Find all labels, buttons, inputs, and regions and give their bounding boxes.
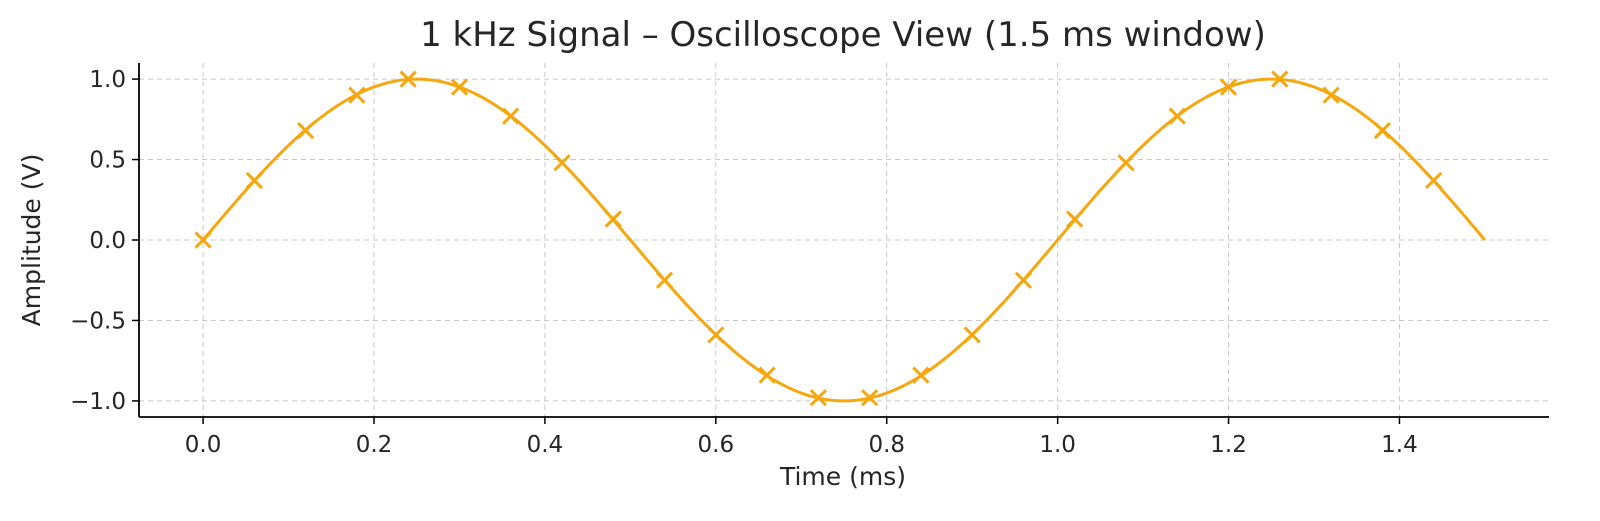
sample-marker-stroke <box>1168 107 1186 125</box>
sample-marker-stroke <box>604 210 622 228</box>
y-tick-label: −1.0 <box>70 389 126 415</box>
sample-marker-stroke <box>194 231 212 249</box>
sample-marker <box>604 210 622 228</box>
sample-marker-stroke <box>553 154 571 172</box>
x-tick-label: 1.2 <box>1210 432 1247 458</box>
x-tick-label: 0.2 <box>356 432 393 458</box>
sample-marker-stroke <box>1066 210 1084 228</box>
sample-marker-stroke <box>861 389 879 407</box>
sample-marker-stroke <box>707 326 725 344</box>
sample-marker-stroke <box>1425 171 1443 190</box>
sample-marker <box>758 366 776 384</box>
sample-marker-stroke <box>758 366 776 384</box>
sample-marker <box>1322 86 1340 104</box>
sample-marker-stroke <box>502 107 520 125</box>
sample-marker-stroke <box>1219 78 1238 96</box>
sample-marker <box>1014 271 1033 289</box>
sample-marker-stroke <box>1014 271 1033 289</box>
x-tick-label: 0.6 <box>698 432 735 458</box>
sample-marker-stroke <box>912 366 930 384</box>
sample-marker <box>348 86 366 104</box>
x-tick-label: 0.0 <box>185 432 222 458</box>
sample-marker-stroke <box>1271 70 1289 88</box>
x-tick-label: 1.0 <box>1039 432 1076 458</box>
sample-marker <box>1373 121 1391 140</box>
sample-marker-stroke <box>963 326 981 344</box>
sample-marker <box>861 389 879 407</box>
sample-marker <box>1066 210 1084 228</box>
series-layer <box>194 70 1487 407</box>
signal-line <box>201 77 1487 403</box>
sample-marker <box>194 231 212 249</box>
sample-marker <box>707 326 725 344</box>
sample-marker-stroke <box>348 86 366 104</box>
sample-marker-stroke <box>1322 86 1340 104</box>
y-tick-label: 0.0 <box>89 228 126 254</box>
sample-marker-stroke <box>450 78 469 96</box>
sample-marker <box>450 78 469 96</box>
sample-marker <box>912 366 930 384</box>
sample-marker <box>809 389 827 407</box>
sample-marker-stroke <box>809 389 827 407</box>
sample-marker <box>1168 107 1186 125</box>
sample-marker-stroke <box>655 271 674 289</box>
sample-marker-stroke <box>1373 121 1391 140</box>
sample-marker <box>1271 70 1289 88</box>
sample-marker <box>1425 171 1443 190</box>
y-axis-label: Amplitude (V) <box>17 154 46 327</box>
y-tick-label: −0.5 <box>70 308 126 334</box>
y-tick-label: 1.0 <box>89 67 126 93</box>
sample-marker <box>963 326 981 344</box>
y-tick-label: 0.5 <box>89 148 126 174</box>
x-tick-label: 0.4 <box>527 432 564 458</box>
sample-marker <box>245 171 263 190</box>
sample-marker-stroke <box>245 171 263 190</box>
x-axis-label: Time (ms) <box>779 462 906 491</box>
sample-marker-stroke <box>1117 154 1135 172</box>
sample-marker-stroke <box>297 121 315 140</box>
sample-marker <box>553 154 571 172</box>
chart-title: 1 kHz Signal – Oscilloscope View (1.5 ms… <box>420 15 1266 55</box>
x-tick-label: 1.4 <box>1381 432 1418 458</box>
x-tick-label: 0.8 <box>868 432 905 458</box>
sample-marker <box>1219 78 1238 96</box>
sample-marker <box>1117 154 1135 172</box>
sample-marker <box>399 70 417 88</box>
sample-marker <box>502 107 520 125</box>
sample-marker <box>297 121 315 140</box>
sample-marker <box>655 271 674 289</box>
tick-layer: 0.0 0.2 0.4 0.6 0.8 1.0 1.2 1.4 1.0 0.5 0.0 −0.5 −1.… <box>70 67 1418 458</box>
sample-marker-stroke <box>399 70 417 88</box>
